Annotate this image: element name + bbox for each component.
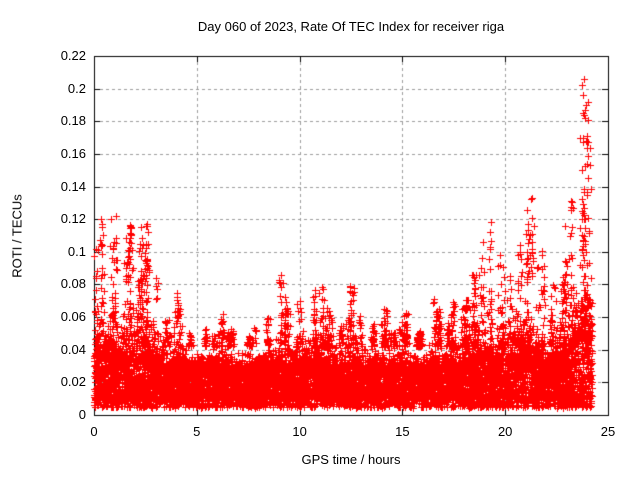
y-tick-label: 0.08: [60, 276, 86, 292]
x-tick-label: 0: [90, 424, 98, 439]
y-tick-label: 0.2: [67, 80, 86, 96]
y-axis-label: ROTI / TECUs: [9, 194, 25, 278]
y-tick-label: 0.22: [60, 48, 86, 63]
y-tick-label: 0.06: [60, 309, 86, 325]
y-tick-label: 0.18: [60, 113, 86, 129]
y-tick-label: 0.04: [60, 341, 86, 357]
y-tick-label: 0.1: [67, 243, 86, 259]
y-tick-label: 0.16: [60, 145, 86, 161]
x-axis-label: GPS time / hours: [301, 452, 401, 467]
y-tick-label: 0: [78, 407, 86, 422]
y-tick-label: 0.12: [60, 211, 86, 227]
x-tick-label: 25: [600, 424, 616, 439]
x-tick-label: 15: [395, 424, 410, 439]
x-tick-label: 10: [292, 424, 307, 439]
x-tick-label: 20: [497, 424, 513, 439]
x-tick-label: 5: [193, 424, 201, 439]
chart-title: Day 060 of 2023, Rate Of TEC Index for r…: [197, 19, 505, 34]
y-tick-label: 0.14: [60, 178, 86, 194]
y-tick-label: 0.02: [60, 374, 86, 390]
